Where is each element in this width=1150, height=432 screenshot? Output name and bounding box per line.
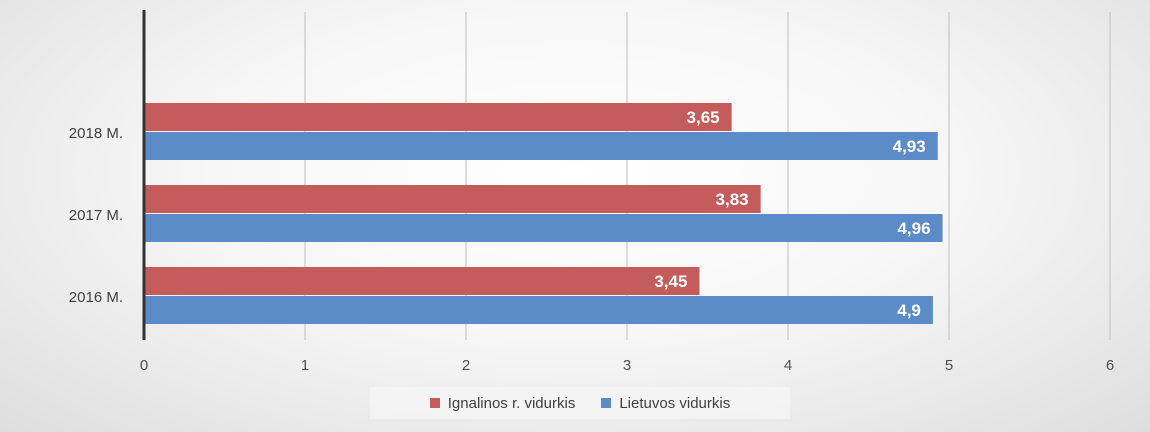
x-tick-label: 4 — [784, 357, 792, 374]
data-label: 3,83 — [716, 190, 749, 209]
legend-item-lietuva: Lietuvos vidurkis — [601, 395, 730, 412]
x-tick-label: 1 — [301, 357, 309, 374]
bar — [144, 214, 943, 242]
bar — [144, 132, 938, 160]
legend-item-ignalina: Ignalinos r. vidurkis — [429, 394, 576, 412]
data-label: 4,9 — [897, 301, 921, 320]
bar — [144, 185, 761, 213]
data-label: 3,65 — [687, 108, 720, 127]
bars: 3,65 4,93 3,83 4,96 3,45 4,9 — [144, 103, 943, 324]
bar — [144, 103, 732, 131]
x-tick-label: 6 — [1106, 357, 1114, 374]
category-label: 2018 M. — [69, 125, 123, 142]
axes: 0 1 2 3 4 5 6 2018 M. 2017 M. 2016 M. — [69, 10, 1114, 374]
data-label: 4,93 — [893, 137, 926, 156]
x-tick-label: 0 — [140, 357, 148, 374]
category-label: 2017 M. — [69, 207, 123, 224]
legend-label-ignalina: Ignalinos r. vidurkis — [447, 394, 576, 412]
bar — [144, 296, 933, 324]
x-tick-label: 2 — [462, 357, 470, 374]
bar — [144, 267, 700, 295]
data-label: 3,45 — [654, 272, 687, 291]
legend-label-lietuva: Lietuvos vidurkis — [619, 394, 731, 412]
legend-swatch-ignalina — [429, 398, 440, 408]
x-tick-label: 3 — [623, 357, 631, 374]
x-tick-label: 5 — [945, 357, 953, 374]
legend: Ignalinos r. vidurkis Lietuvos vidurkis — [370, 387, 790, 419]
legend-swatch-lietuva — [601, 398, 612, 408]
data-label: 4,96 — [897, 219, 930, 238]
category-label: 2016 M. — [69, 289, 123, 306]
